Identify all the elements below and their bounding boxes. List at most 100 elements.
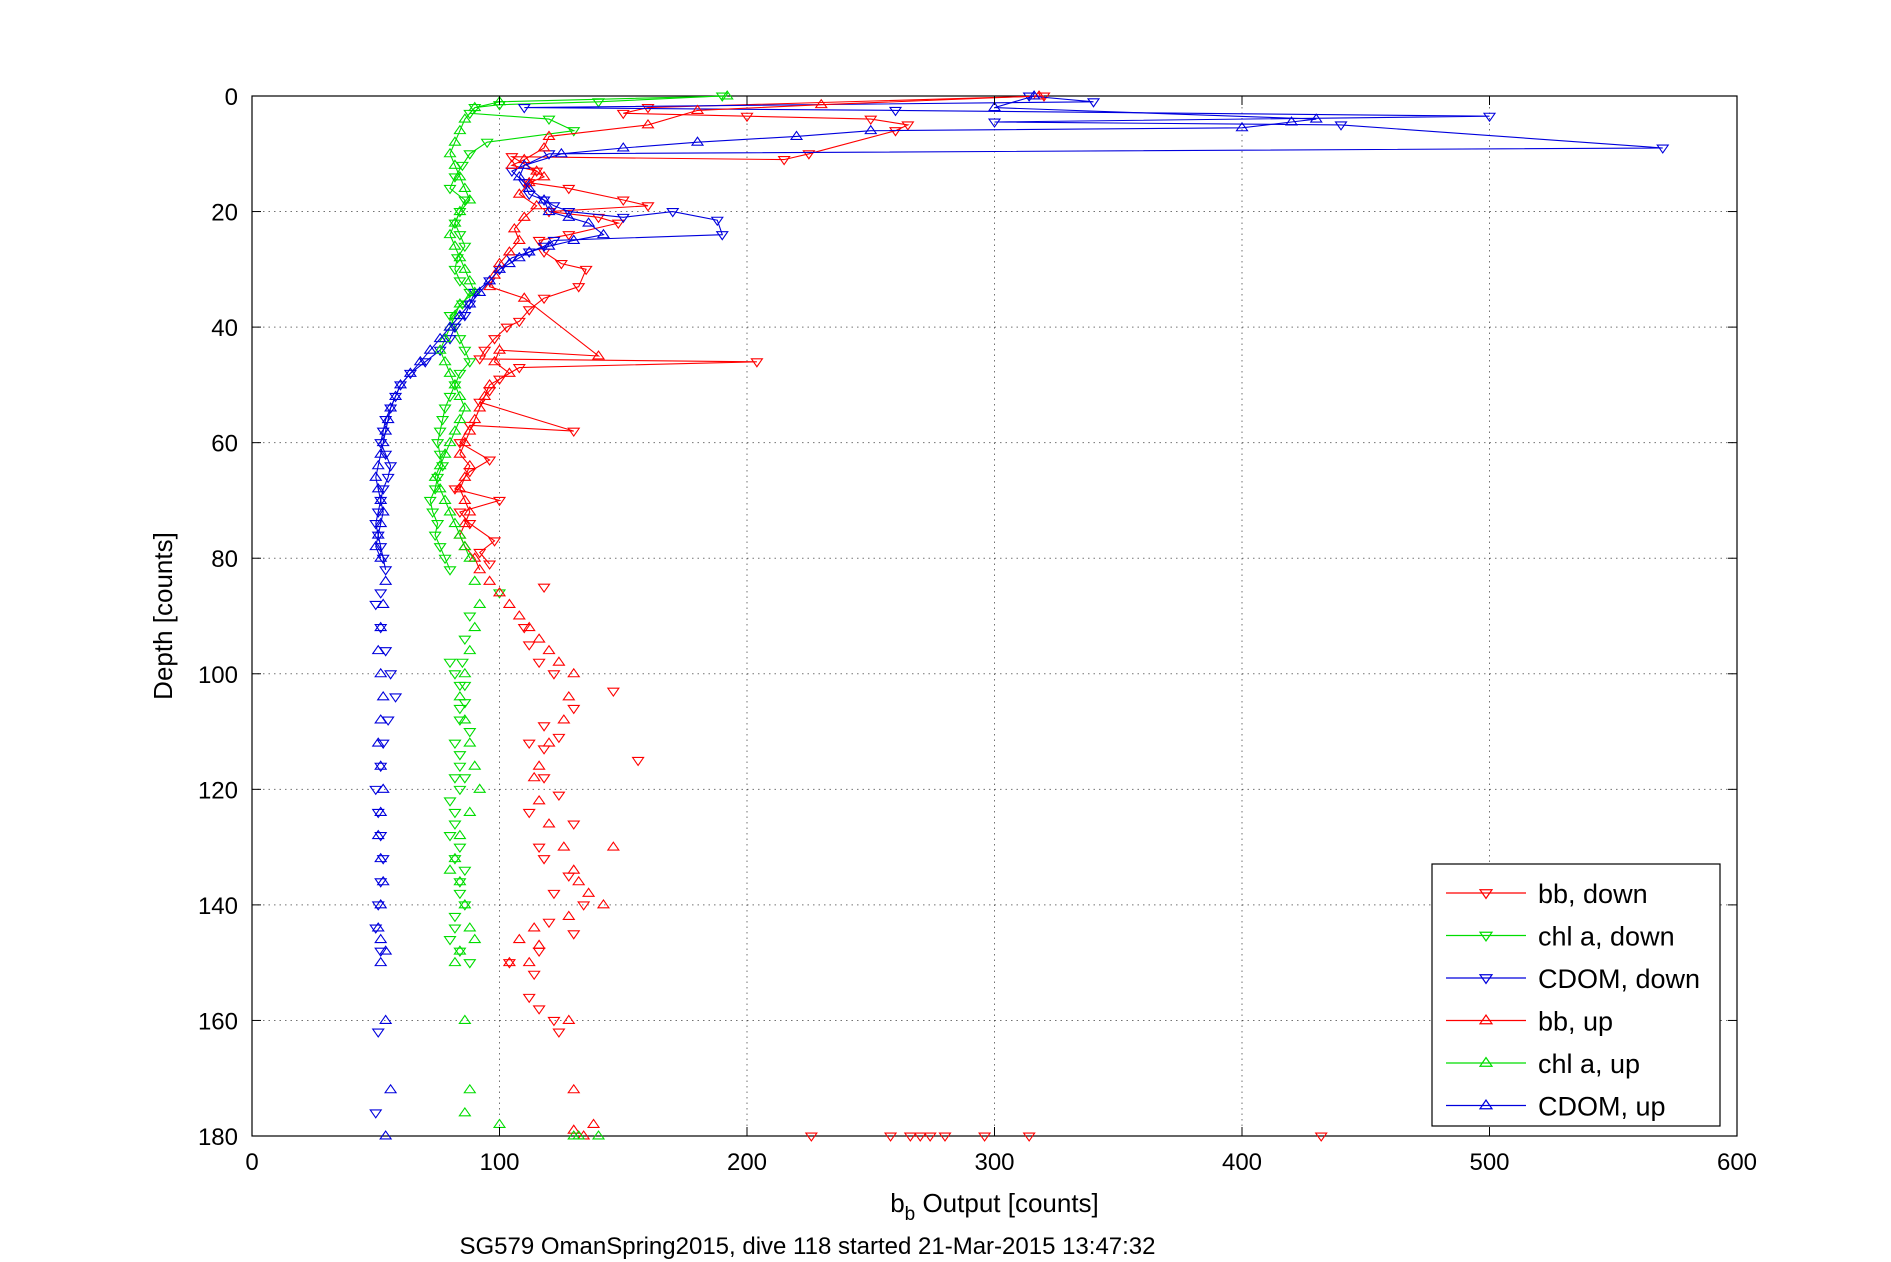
data-point <box>448 485 462 495</box>
data-point <box>522 621 536 632</box>
data-point <box>463 737 477 747</box>
data-point <box>527 922 541 932</box>
data-point <box>720 90 734 100</box>
data-point <box>552 1028 566 1038</box>
data-point <box>616 142 630 152</box>
data-point <box>448 323 462 334</box>
data-point <box>443 228 457 239</box>
data-point <box>750 358 764 368</box>
data-point <box>433 459 447 470</box>
data-point <box>487 269 502 279</box>
data-point <box>463 552 477 562</box>
data-point <box>537 142 551 152</box>
data-point <box>443 147 457 158</box>
data-point <box>512 364 526 374</box>
data-point <box>542 918 556 929</box>
data-point <box>611 219 625 230</box>
data-point <box>522 306 536 316</box>
data-point <box>458 635 472 646</box>
data-point <box>502 959 516 969</box>
data-point <box>530 167 544 178</box>
data-point <box>374 494 388 504</box>
data-point <box>596 898 611 909</box>
data-point <box>443 312 457 322</box>
data-point <box>641 202 655 212</box>
data-point <box>478 346 492 357</box>
data-point <box>371 482 385 493</box>
data-point <box>463 959 477 969</box>
data-point <box>517 292 531 302</box>
data-point <box>438 554 452 565</box>
data-point <box>547 1016 561 1027</box>
data-point <box>542 644 556 655</box>
legend-label: CDOM, up <box>1538 1092 1666 1122</box>
data-point <box>376 598 390 608</box>
data-point <box>903 1132 917 1142</box>
data-point <box>547 202 561 212</box>
data-point <box>443 506 457 516</box>
data-point <box>374 448 388 458</box>
legend-entry: CDOM, down <box>1446 964 1700 994</box>
y-tick-label: 100 <box>198 662 238 689</box>
series-line <box>375 95 1317 559</box>
data-point <box>376 436 390 447</box>
data-point <box>500 323 514 334</box>
data-point <box>542 205 556 216</box>
data-point <box>463 1083 477 1094</box>
data-point <box>453 448 467 458</box>
data-point <box>433 344 447 354</box>
data-point <box>374 806 388 816</box>
data-point <box>483 274 497 285</box>
data-point <box>458 901 472 911</box>
data-point <box>562 231 576 241</box>
data-point <box>374 714 388 724</box>
data-point <box>463 728 477 738</box>
data-point <box>463 194 477 204</box>
data-point <box>901 121 915 131</box>
data-point <box>458 196 472 206</box>
data-point <box>710 216 724 227</box>
data-point <box>458 774 472 784</box>
data-point <box>542 130 556 140</box>
data-point <box>458 263 472 273</box>
legend-label: chl a, up <box>1538 1049 1640 1079</box>
data-point <box>374 933 388 944</box>
data-point <box>438 494 452 504</box>
x-tick-label: 200 <box>727 1149 767 1176</box>
data-point <box>458 312 472 322</box>
data-point <box>448 136 462 146</box>
data-point <box>468 933 482 944</box>
data-point <box>1022 1132 1036 1142</box>
data-point <box>532 236 546 247</box>
data-point <box>567 864 581 874</box>
data-point <box>448 240 462 250</box>
data-point <box>423 496 437 507</box>
data-point <box>453 875 467 886</box>
data-point <box>371 808 385 819</box>
data-point <box>562 208 576 218</box>
data-point <box>492 263 507 273</box>
data-point <box>374 760 388 770</box>
data-point <box>552 791 566 802</box>
x-axis-label: bb Output [counts] <box>890 1188 1099 1225</box>
data-point <box>443 321 457 331</box>
data-point <box>448 956 462 967</box>
data-point <box>453 843 467 854</box>
data-point <box>473 355 487 365</box>
data-point <box>376 690 390 701</box>
data-point <box>537 196 551 206</box>
legend-box <box>1431 863 1721 1127</box>
data-point <box>376 875 390 886</box>
data-point <box>478 390 492 400</box>
data-point <box>468 575 482 585</box>
data-point <box>473 563 487 574</box>
data-point <box>453 208 467 218</box>
data-point <box>426 508 440 518</box>
series-cdom-down <box>369 92 1670 1119</box>
data-point <box>443 797 457 807</box>
data-point <box>586 1118 601 1128</box>
data-point <box>453 298 467 308</box>
data-point <box>463 612 477 622</box>
data-point <box>492 344 507 354</box>
y-tick-label: 180 <box>198 1124 238 1151</box>
